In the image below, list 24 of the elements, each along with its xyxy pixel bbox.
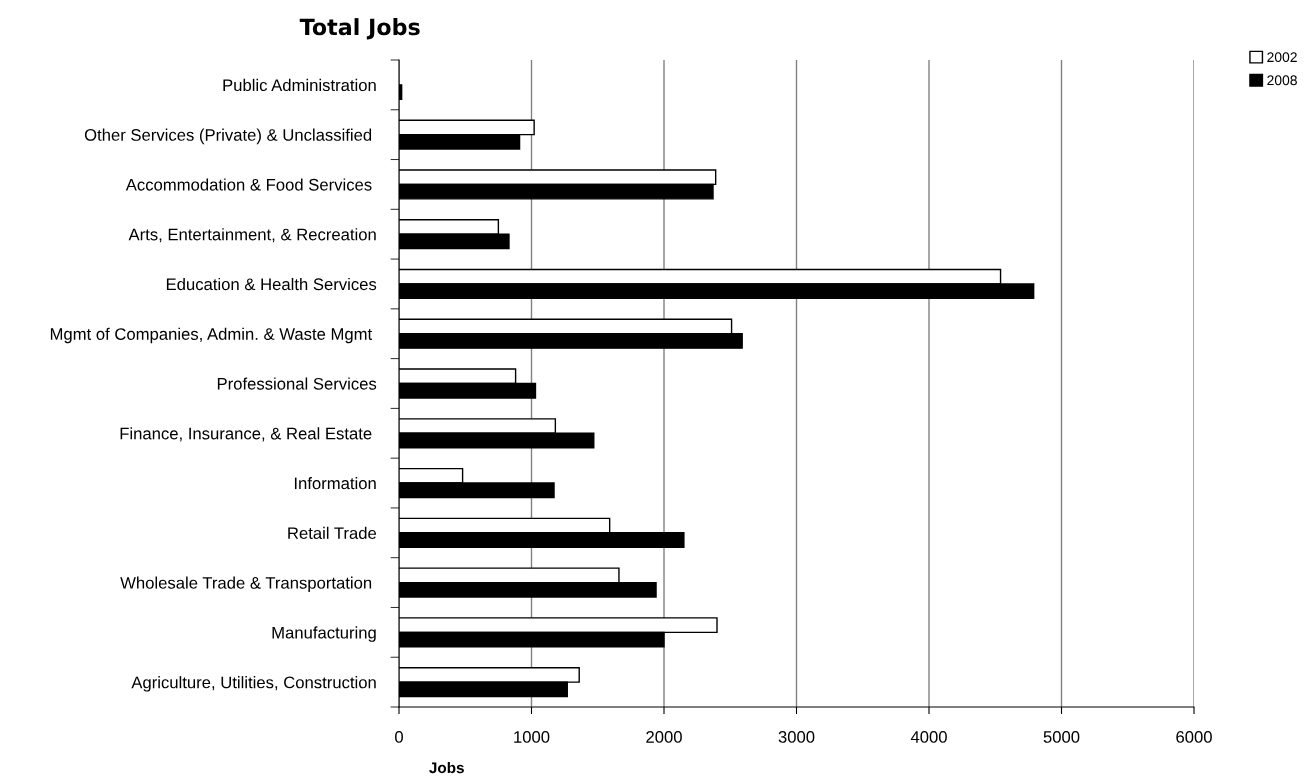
y-tick-label: Finance, Insurance, & Real Estate (120, 427, 372, 442)
y-tick-label: Other Services (Private) & Unclassified (84, 128, 372, 145)
y-tick-label: Agriculture, Utilities, Construction (131, 676, 376, 692)
y-tick-label: Arts, Entertainment, & Recreation (128, 228, 376, 243)
x-tick-label: 6000 (1176, 731, 1212, 743)
y-tick-label: Retail Trade (288, 526, 377, 540)
y-tick-label: Information (294, 477, 376, 490)
x-tick-label: 4000 (910, 731, 947, 743)
x-tick-label: 1000 (514, 731, 550, 743)
x-tick-label: 0 (395, 731, 403, 743)
y-tick-label: Public Administration (223, 78, 376, 92)
x-tick-label: 2000 (646, 731, 682, 743)
y-tick-label: Wholesale Trade & Transportation (120, 576, 372, 593)
legend-label: 2002 (1267, 52, 1297, 63)
x-tick-label: 3000 (778, 731, 815, 743)
chart-title: Total Jobs (299, 18, 420, 40)
y-tick-label: Mgmt of Companies, Admin. & Waste Mgmt (50, 327, 373, 344)
legend-label: 2008 (1267, 75, 1297, 86)
x-axis-title: Jobs (429, 761, 464, 774)
y-tick-label: Manufacturing (272, 626, 376, 642)
y-tick-label: Education & Health Services (166, 277, 377, 291)
x-tick-label: 5000 (1043, 731, 1080, 743)
y-tick-label: Professional Services (217, 377, 377, 390)
y-tick-label: Accommodation & Food Services (125, 178, 372, 191)
